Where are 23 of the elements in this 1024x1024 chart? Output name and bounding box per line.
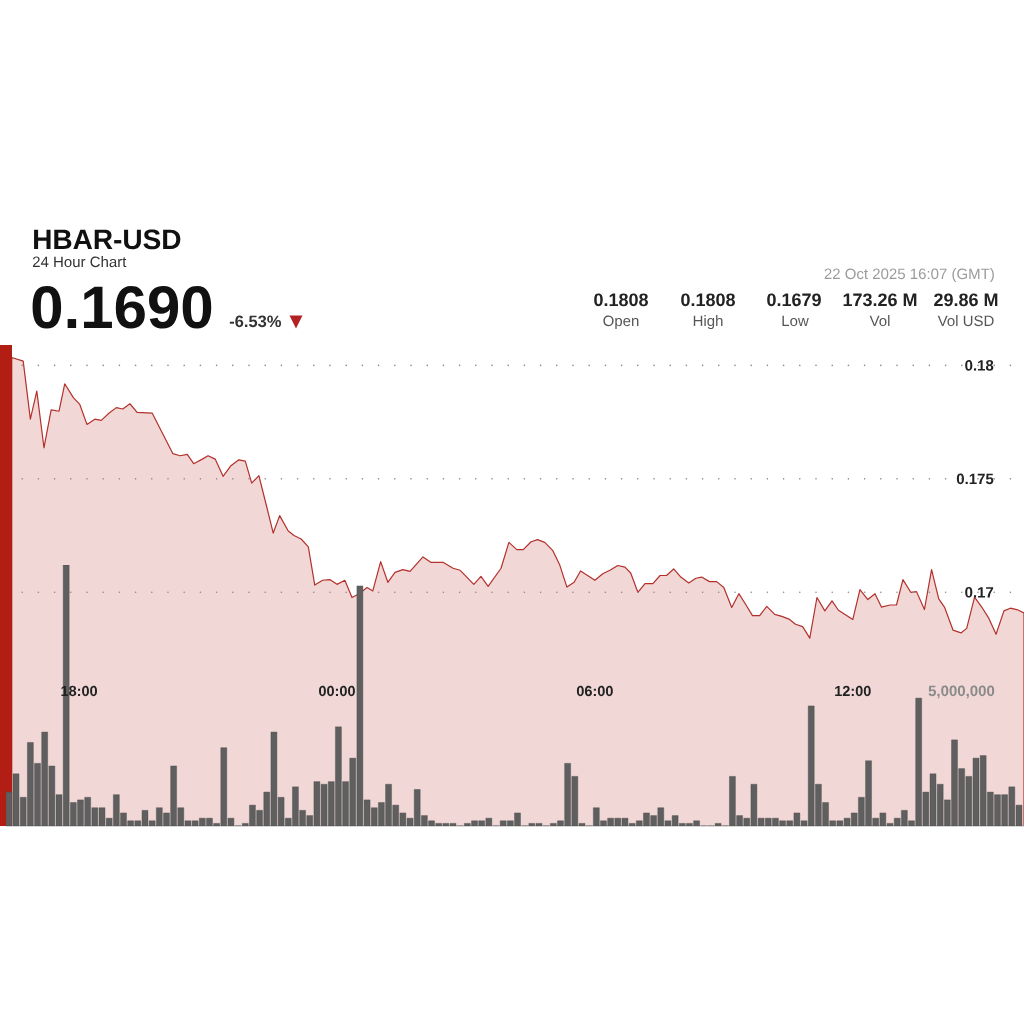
text: -6.53% <box>229 315 282 328</box>
text: High <box>693 315 723 330</box>
text: Low <box>782 315 809 327</box>
text: Vol USD <box>937 315 994 327</box>
text: 0.1690 <box>32 286 212 329</box>
annotation: 5,000,000 <box>928 685 995 699</box>
text: 29.86 M <box>934 293 998 307</box>
chart-subtitle: 24 Hour Chart <box>32 256 127 268</box>
text: 22 Oct 2025 16:07 (GMT) <box>824 268 994 283</box>
text: ▼ <box>289 315 303 329</box>
text: 0.1679 <box>767 293 821 307</box>
y-tick-label: 0.17 <box>965 587 994 598</box>
y-tick-label: 0.18 <box>965 360 994 371</box>
x-tick-label: 00:00 <box>319 685 355 697</box>
y-tick-label: 0.175 <box>956 473 994 485</box>
text: Vol <box>869 315 890 327</box>
x-tick-label: 12:00 <box>835 685 871 697</box>
text: 173.26 M <box>843 293 917 307</box>
text: Open <box>603 315 639 330</box>
text: 0.1808 <box>594 293 648 307</box>
text: 0.1808 <box>681 293 735 307</box>
chart-title: HBAR-USD <box>34 229 181 250</box>
x-tick-label: 06:00 <box>576 685 613 697</box>
